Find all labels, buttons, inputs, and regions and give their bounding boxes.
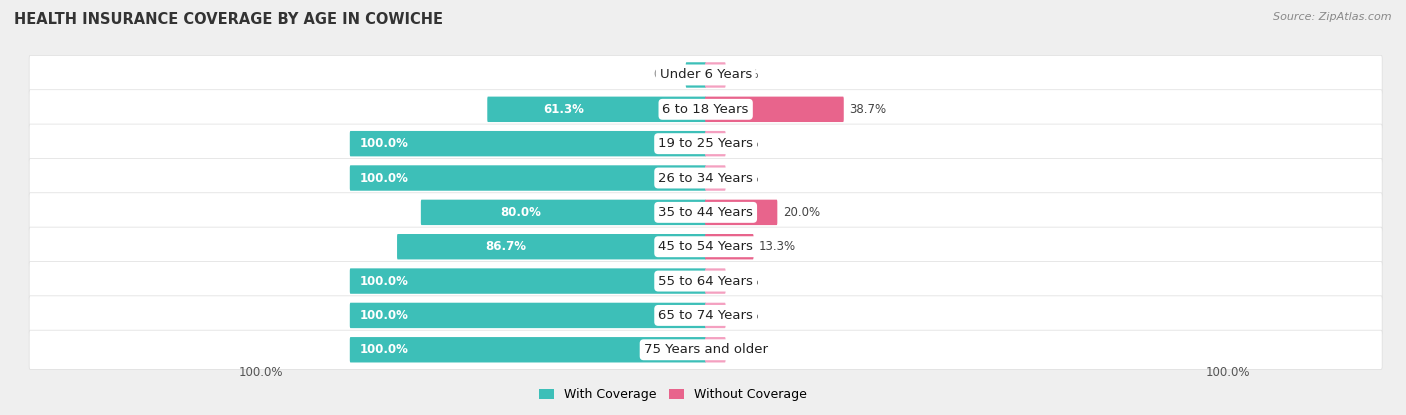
Text: 100.0%: 100.0% (360, 171, 409, 185)
Text: 86.7%: 86.7% (485, 240, 526, 253)
FancyBboxPatch shape (30, 193, 1382, 232)
FancyBboxPatch shape (350, 131, 706, 156)
FancyBboxPatch shape (350, 165, 706, 191)
FancyBboxPatch shape (350, 269, 706, 294)
FancyBboxPatch shape (704, 97, 844, 122)
FancyBboxPatch shape (30, 55, 1382, 95)
FancyBboxPatch shape (704, 269, 725, 294)
Text: 100.0%: 100.0% (360, 137, 409, 150)
FancyBboxPatch shape (704, 165, 725, 191)
FancyBboxPatch shape (30, 296, 1382, 335)
Text: 0.0%: 0.0% (728, 68, 758, 81)
Legend: With Coverage, Without Coverage: With Coverage, Without Coverage (538, 388, 807, 401)
Text: 0.0%: 0.0% (728, 309, 758, 322)
FancyBboxPatch shape (30, 90, 1382, 129)
FancyBboxPatch shape (30, 227, 1382, 266)
Text: 26 to 34 Years: 26 to 34 Years (658, 171, 754, 185)
Text: 20.0%: 20.0% (783, 206, 820, 219)
Text: 13.3%: 13.3% (759, 240, 796, 253)
FancyBboxPatch shape (30, 261, 1382, 300)
FancyBboxPatch shape (420, 200, 706, 225)
FancyBboxPatch shape (704, 234, 754, 259)
FancyBboxPatch shape (704, 303, 725, 328)
Text: 45 to 54 Years: 45 to 54 Years (658, 240, 754, 253)
Text: 0.0%: 0.0% (728, 137, 758, 150)
Text: 80.0%: 80.0% (501, 206, 541, 219)
FancyBboxPatch shape (396, 234, 706, 259)
FancyBboxPatch shape (30, 159, 1382, 198)
FancyBboxPatch shape (704, 337, 725, 362)
Text: 75 Years and older: 75 Years and older (644, 343, 768, 356)
Text: 0.0%: 0.0% (728, 171, 758, 185)
FancyBboxPatch shape (704, 131, 725, 156)
FancyBboxPatch shape (30, 330, 1382, 369)
FancyBboxPatch shape (30, 124, 1382, 163)
Text: 35 to 44 Years: 35 to 44 Years (658, 206, 754, 219)
FancyBboxPatch shape (350, 337, 706, 362)
FancyBboxPatch shape (704, 62, 725, 88)
Text: HEALTH INSURANCE COVERAGE BY AGE IN COWICHE: HEALTH INSURANCE COVERAGE BY AGE IN COWI… (14, 12, 443, 27)
Text: 0.0%: 0.0% (728, 275, 758, 288)
FancyBboxPatch shape (488, 97, 706, 122)
Text: Source: ZipAtlas.com: Source: ZipAtlas.com (1274, 12, 1392, 22)
FancyBboxPatch shape (686, 62, 706, 88)
Text: 0.0%: 0.0% (652, 68, 682, 81)
Text: 61.3%: 61.3% (544, 103, 585, 116)
Text: Under 6 Years: Under 6 Years (659, 68, 752, 81)
Text: 0.0%: 0.0% (728, 343, 758, 356)
Text: 100.0%: 100.0% (360, 275, 409, 288)
Text: 55 to 64 Years: 55 to 64 Years (658, 275, 754, 288)
FancyBboxPatch shape (350, 303, 706, 328)
Text: 38.7%: 38.7% (849, 103, 886, 116)
FancyBboxPatch shape (704, 200, 778, 225)
Text: 100.0%: 100.0% (1205, 366, 1250, 379)
Text: 100.0%: 100.0% (239, 366, 283, 379)
Text: 19 to 25 Years: 19 to 25 Years (658, 137, 754, 150)
Text: 65 to 74 Years: 65 to 74 Years (658, 309, 754, 322)
Text: 6 to 18 Years: 6 to 18 Years (662, 103, 749, 116)
Text: 100.0%: 100.0% (360, 343, 409, 356)
Text: 100.0%: 100.0% (360, 309, 409, 322)
